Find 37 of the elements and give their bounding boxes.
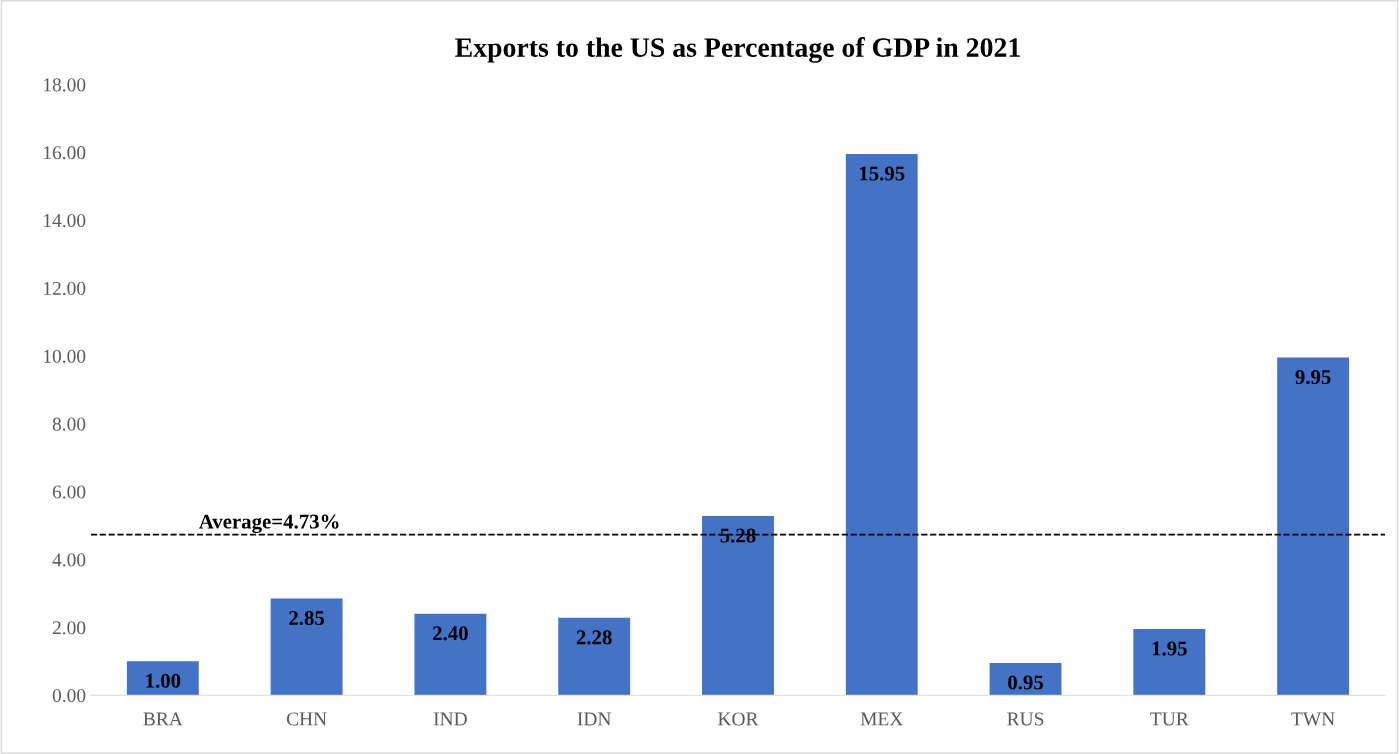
data-label: 1.00 [146, 673, 181, 688]
chart-title: Exports to the US as Percentage of GDP in 2021 [455, 37, 1020, 63]
y-tick-label: 18.00 [44, 78, 86, 92]
y-tick-label: 10.00 [44, 349, 86, 363]
x-tick-label: TWN [1291, 712, 1335, 726]
bar [1133, 629, 1206, 696]
y-tick-label: 2.00 [52, 621, 86, 635]
y-tick-label: 12.00 [44, 281, 86, 296]
x-tick-label: IDN [577, 712, 612, 726]
bar [702, 516, 774, 696]
data-label: 2.85 [289, 610, 325, 626]
y-tick-label: 6.00 [52, 485, 86, 499]
bar [845, 154, 918, 696]
x-tick-label: IND [433, 712, 467, 726]
x-tick-label: RUS [1007, 712, 1044, 726]
data-label: 9.95 [1295, 370, 1331, 385]
data-label: 0.95 [1008, 675, 1044, 690]
bar [1277, 357, 1350, 696]
bar [414, 613, 487, 696]
x-tick-label: MEX [860, 712, 904, 726]
y-tick-label: 0.00 [52, 689, 86, 703]
y-tick-label: 4.00 [52, 553, 86, 567]
y-tick-label: 16.00 [44, 146, 86, 160]
bar [126, 661, 199, 696]
x-tick-label: TUR [1150, 712, 1189, 726]
ref-line-label: Average=4.73% [198, 514, 339, 533]
y-tick-label: 14.00 [44, 213, 86, 228]
x-tick-label: BRA [143, 712, 183, 726]
x-tick-label: CHN [286, 712, 327, 726]
x-tick-label: KOR [718, 712, 759, 726]
bar [270, 598, 343, 696]
data-label: 15.95 [859, 166, 905, 181]
data-label: 1.95 [1152, 641, 1187, 656]
data-label: 2.40 [433, 626, 468, 641]
bar [558, 617, 631, 696]
data-label: 2.28 [576, 630, 612, 645]
y-tick-label: 8.00 [52, 417, 86, 431]
